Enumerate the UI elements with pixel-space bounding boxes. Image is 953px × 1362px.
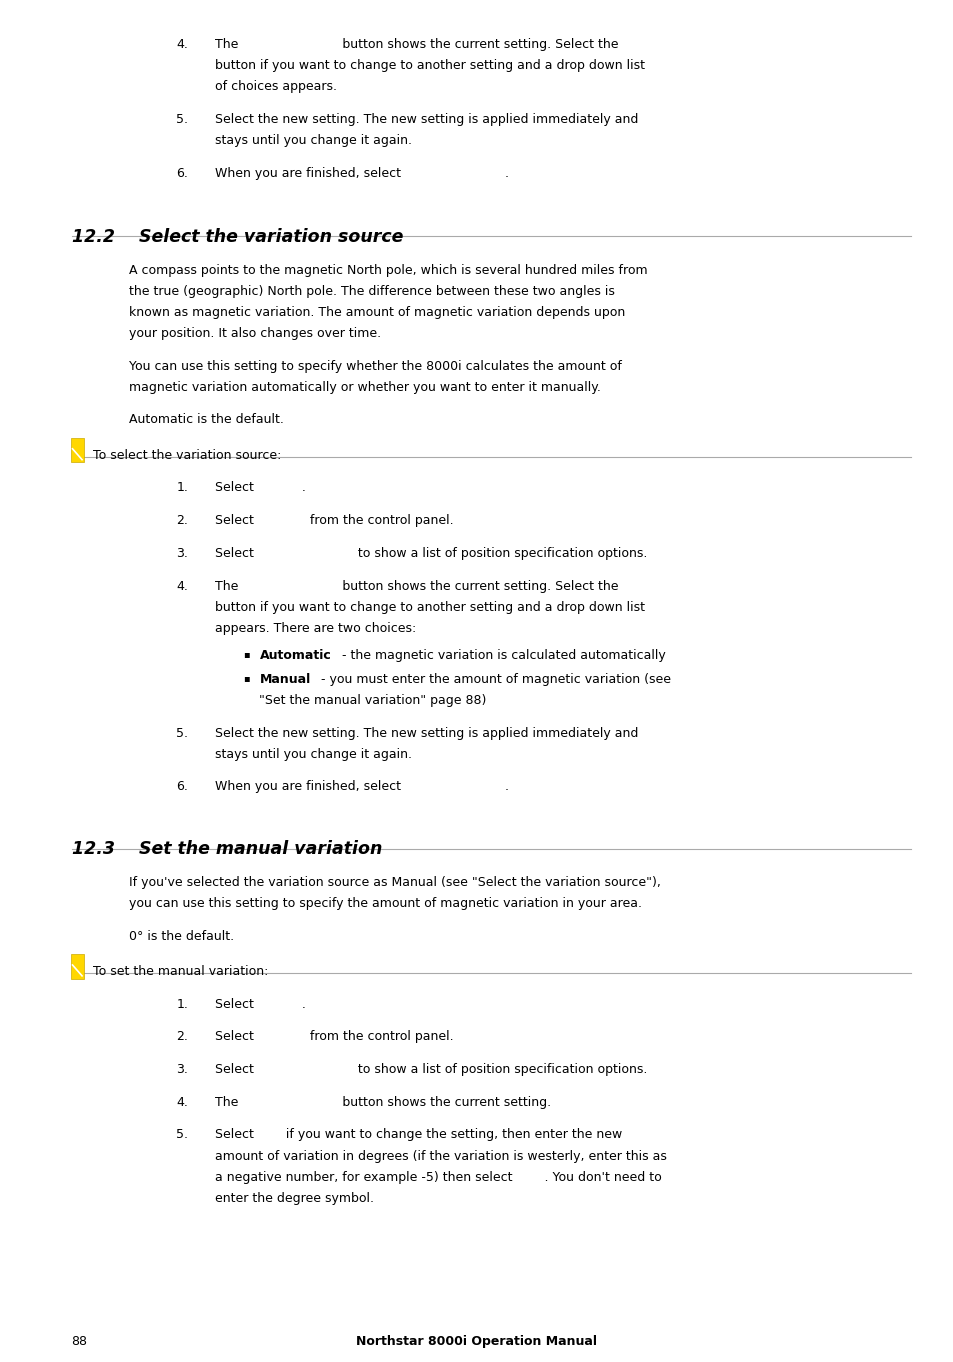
Text: The                          button shows the current setting. Select the: The button shows the current setting. Se…	[214, 580, 618, 592]
Text: 1.: 1.	[176, 998, 188, 1011]
Text: Select                          to show a list of position specification options: Select to show a list of position specif…	[214, 546, 646, 560]
Text: the true (geographic) North pole. The difference between these two angles is: the true (geographic) North pole. The di…	[129, 285, 614, 298]
Text: your position. It also changes over time.: your position. It also changes over time…	[129, 327, 380, 340]
Text: 4.: 4.	[176, 38, 188, 52]
Text: 5.: 5.	[176, 1128, 189, 1141]
Text: 12.3    Set the manual variation: 12.3 Set the manual variation	[71, 840, 381, 858]
Text: Select              from the control panel.: Select from the control panel.	[214, 515, 453, 527]
Text: 4.: 4.	[176, 580, 188, 592]
Text: known as magnetic variation. The amount of magnetic variation depends upon: known as magnetic variation. The amount …	[129, 306, 624, 319]
Text: To set the manual variation:: To set the manual variation:	[92, 964, 268, 978]
FancyBboxPatch shape	[71, 953, 84, 978]
Text: 1.: 1.	[176, 481, 188, 494]
Text: "Set the manual variation" page 88): "Set the manual variation" page 88)	[259, 693, 486, 707]
Text: 0° is the default.: 0° is the default.	[129, 929, 233, 943]
Text: stays until you change it again.: stays until you change it again.	[214, 748, 411, 761]
Text: 6.: 6.	[176, 780, 188, 794]
Text: stays until you change it again.: stays until you change it again.	[214, 135, 411, 147]
Text: Select              from the control panel.: Select from the control panel.	[214, 1031, 453, 1043]
Text: Automatic: Automatic	[259, 650, 331, 662]
Text: enter the degree symbol.: enter the degree symbol.	[214, 1192, 374, 1205]
Text: button if you want to change to another setting and a drop down list: button if you want to change to another …	[214, 60, 644, 72]
Text: Select                          to show a list of position specification options: Select to show a list of position specif…	[214, 1064, 646, 1076]
Text: 3.: 3.	[176, 546, 188, 560]
Text: When you are finished, select                          .: When you are finished, select .	[214, 780, 508, 794]
Text: 3.: 3.	[176, 1064, 188, 1076]
Text: 2.: 2.	[176, 1031, 188, 1043]
Text: of choices appears.: of choices appears.	[214, 80, 336, 94]
Text: 2.: 2.	[176, 515, 188, 527]
Text: You can use this setting to specify whether the 8000i calculates the amount of: You can use this setting to specify whet…	[129, 360, 621, 373]
Text: magnetic variation automatically or whether you want to enter it manually.: magnetic variation automatically or whet…	[129, 380, 600, 394]
Text: 4.: 4.	[176, 1095, 188, 1109]
Text: Select the new setting. The new setting is applied immediately and: Select the new setting. The new setting …	[214, 726, 638, 740]
Text: a negative number, for example -5) then select        . You don't need to: a negative number, for example -5) then …	[214, 1171, 660, 1184]
Text: you can use this setting to specify the amount of magnetic variation in your are: you can use this setting to specify the …	[129, 896, 641, 910]
Text: amount of variation in degrees (if the variation is westerly, enter this as: amount of variation in degrees (if the v…	[214, 1150, 666, 1163]
Text: 12.2    Select the variation source: 12.2 Select the variation source	[71, 229, 402, 247]
Text: A compass points to the magnetic North pole, which is several hundred miles from: A compass points to the magnetic North p…	[129, 264, 647, 276]
Text: The                          button shows the current setting.: The button shows the current setting.	[214, 1095, 550, 1109]
Text: Select            .: Select .	[214, 481, 305, 494]
Text: button if you want to change to another setting and a drop down list: button if you want to change to another …	[214, 601, 644, 614]
Text: Northstar 8000i Operation Manual: Northstar 8000i Operation Manual	[356, 1335, 597, 1348]
Text: Select the new setting. The new setting is applied immediately and: Select the new setting. The new setting …	[214, 113, 638, 127]
Text: 6.: 6.	[176, 168, 188, 180]
Text: If you've selected the variation source as Manual (see "Select the variation sou: If you've selected the variation source …	[129, 876, 660, 889]
Text: The                          button shows the current setting. Select the: The button shows the current setting. Se…	[214, 38, 618, 52]
FancyBboxPatch shape	[71, 437, 84, 462]
Text: ▪: ▪	[243, 650, 250, 659]
Text: Select        if you want to change the setting, then enter the new: Select if you want to change the setting…	[214, 1128, 621, 1141]
Text: To select the variation source:: To select the variation source:	[92, 448, 280, 462]
Text: Select            .: Select .	[214, 998, 305, 1011]
Text: 5.: 5.	[176, 726, 189, 740]
Text: Manual: Manual	[259, 673, 311, 686]
Text: - you must enter the amount of magnetic variation (see: - you must enter the amount of magnetic …	[316, 673, 670, 686]
Text: 5.: 5.	[176, 113, 189, 127]
Text: When you are finished, select                          .: When you are finished, select .	[214, 168, 508, 180]
Text: ▪: ▪	[243, 673, 250, 682]
Text: - the magnetic variation is calculated automatically: - the magnetic variation is calculated a…	[337, 650, 665, 662]
Text: 88: 88	[71, 1335, 88, 1348]
Text: Automatic is the default.: Automatic is the default.	[129, 413, 283, 426]
Text: appears. There are two choices:: appears. There are two choices:	[214, 621, 416, 635]
